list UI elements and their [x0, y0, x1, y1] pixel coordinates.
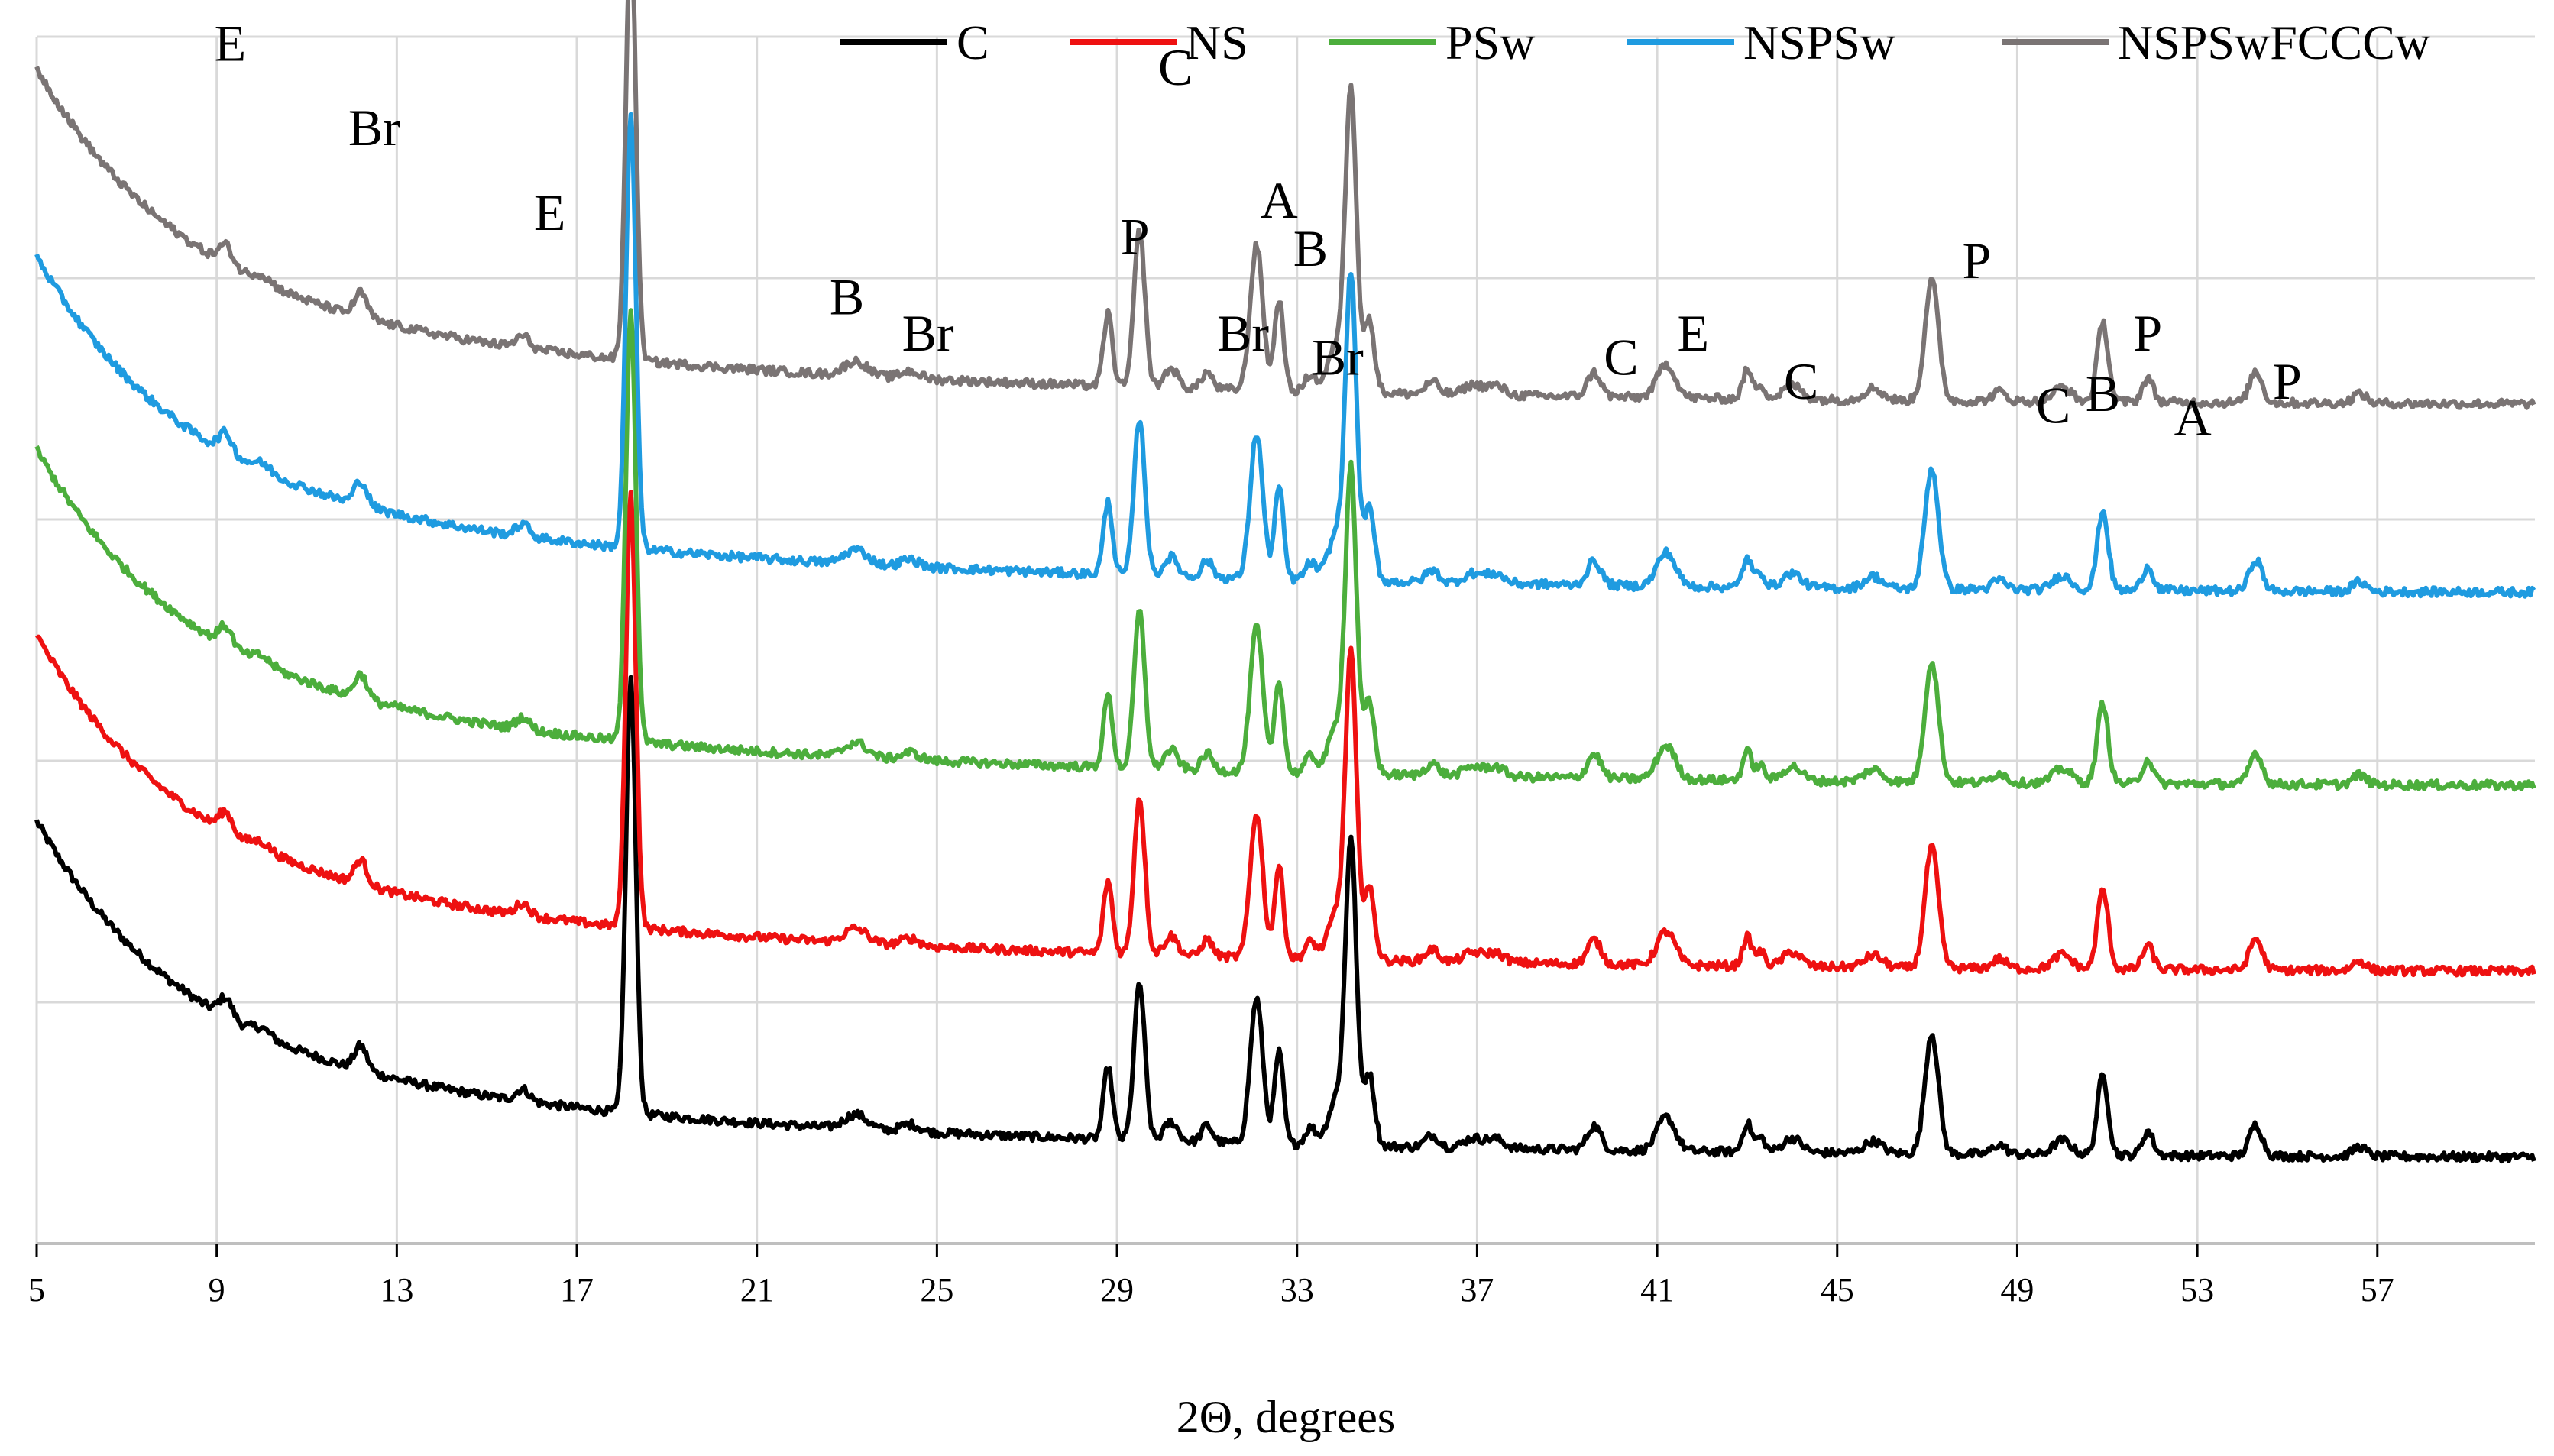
x-tick-label-7: 33 [1280, 1271, 1314, 1309]
peak-label-20: A [2174, 388, 2212, 446]
series-line-c [34, 675, 2536, 1164]
x-tick-label-6: 29 [1100, 1271, 1134, 1309]
legend-label-psw: PSw [1445, 15, 1535, 70]
series-line-nspsw [34, 112, 2536, 599]
x-ticks: 5 9 13 17 21 25 29 33 37 41 45 49 53 57 [28, 1244, 2394, 1309]
series-line-nspswfcccw [34, 0, 2536, 410]
peak-label-16: P [1962, 231, 1991, 290]
x-axis-title: 2Θ, degrees [1177, 1392, 1396, 1442]
peak-label-11: Br [1312, 328, 1364, 386]
x-tick-label-10: 45 [1821, 1271, 1854, 1309]
x-tick-label-11: 49 [2000, 1271, 2034, 1309]
peak-label-7: C [1158, 38, 1193, 96]
peak-label-5: Br [902, 304, 954, 362]
x-tick-label-13: 57 [2361, 1271, 2394, 1309]
peak-label-9: A [1261, 171, 1298, 229]
x-tick-label-8: 37 [1460, 1271, 1494, 1309]
x-tick-label-12: 53 [2180, 1271, 2214, 1309]
legend-label-ns: NS [1186, 15, 1248, 70]
x-tick-label-5: 25 [920, 1271, 953, 1309]
legend-label-c: C [957, 15, 989, 70]
peak-label-4: B [830, 267, 864, 325]
legend-label-nspsw: NSPSw [1743, 15, 1895, 70]
series-line-ns [35, 490, 2536, 978]
series-layer [34, 0, 2536, 1164]
peak-label-13: C [1604, 328, 1638, 386]
legend: C NS PSw NSPSw NSPSwFCCCw [840, 15, 2430, 70]
x-tick-label-4: 21 [740, 1271, 774, 1309]
x-tick-label-0: 5 [28, 1271, 45, 1309]
peak-label-3: E [534, 183, 566, 241]
x-tick-label-2: 13 [380, 1271, 413, 1309]
peak-label-18: B [2086, 364, 2120, 422]
legend-label-nspswfcccw: NSPSwFCCCw [2118, 15, 2430, 70]
x-tick-label-3: 17 [560, 1271, 594, 1309]
grid-lines [35, 35, 2535, 1244]
peak-label-14: E [1677, 304, 1709, 362]
peak-label-15: C [1784, 352, 1818, 410]
peak-label-17: C [2036, 377, 2070, 435]
peak-label-10: B [1293, 219, 1328, 277]
peak-label-8: Br [1217, 304, 1269, 362]
peak-label-21: P [2273, 352, 2302, 410]
peak-label-1: E [215, 15, 247, 73]
peak-label-2: Br [348, 99, 400, 157]
x-tick-label-1: 9 [209, 1271, 225, 1309]
x-tick-label-9: 41 [1640, 1271, 1674, 1309]
peak-labels: PEBrEBBrPCBrABBrPCECPCBPAP [215, 15, 2302, 447]
peak-label-6: P [1121, 207, 1150, 265]
peak-label-19: P [2133, 304, 2162, 362]
series-line-psw [34, 308, 2536, 792]
